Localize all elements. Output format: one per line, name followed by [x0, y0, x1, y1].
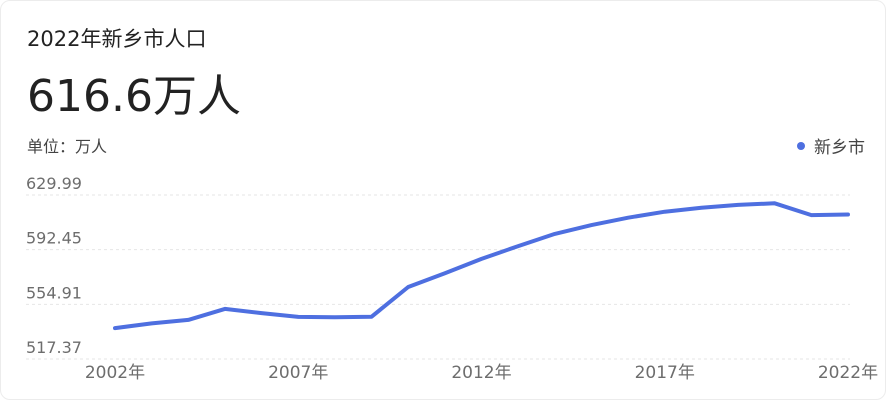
x-tick-label: 2012年	[451, 363, 511, 383]
unit-label: 单位：万人	[27, 137, 108, 156]
card-title: 2022年新乡市人口	[27, 27, 207, 51]
x-tick-label: 2022年	[818, 363, 878, 383]
y-tick-label: 554.91	[26, 283, 82, 302]
legend: 新乡市	[797, 133, 865, 158]
x-tick-label: 2002年	[85, 363, 145, 383]
y-tick-label: 592.45	[26, 229, 82, 248]
y-tick-label: 629.99	[26, 174, 82, 193]
legend-dot-icon	[797, 141, 805, 150]
population-value: 616.6万人	[27, 71, 241, 122]
x-tick-label: 2017年	[635, 363, 695, 383]
x-tick-label: 2007年	[268, 363, 328, 383]
series-line-新乡市	[113, 201, 850, 331]
y-tick-label: 517.37	[26, 338, 82, 357]
legend-label: 新乡市	[814, 138, 865, 158]
